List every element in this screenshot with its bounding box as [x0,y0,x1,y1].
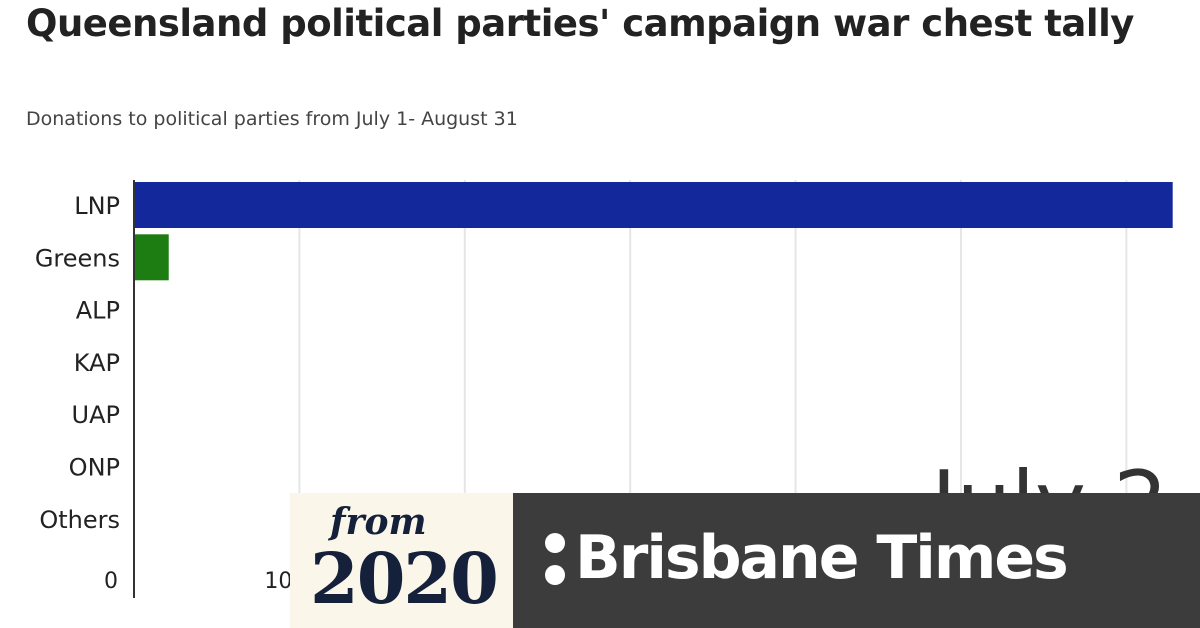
x-tick-label: 0 [104,569,118,594]
bars [135,182,1173,281]
category-label-others: Others [39,506,120,534]
chart-title: Queensland political parties' campaign w… [26,2,1134,45]
from-2020-badge: from 2020 [290,493,513,628]
bar-lnp [135,182,1173,228]
category-label-uap: UAP [72,401,120,429]
category-label-alp: ALP [76,297,120,325]
from-label: from [330,501,427,543]
category-label-greens: Greens [35,244,120,272]
colon-logo-icon [545,533,565,589]
category-label-onp: ONP [69,454,120,482]
category-labels: LNP Greens ALP KAP UAP ONP Others [35,192,120,534]
year-label: 2020 [310,537,499,620]
bar-greens [135,234,169,281]
masthead-name: Brisbane Times [575,523,1069,593]
brisbane-times-masthead: Brisbane Times [513,493,1200,628]
chart-subtitle: Donations to political parties from July… [26,108,518,130]
category-label-lnp: LNP [74,192,120,220]
category-label-kap: KAP [74,349,120,377]
